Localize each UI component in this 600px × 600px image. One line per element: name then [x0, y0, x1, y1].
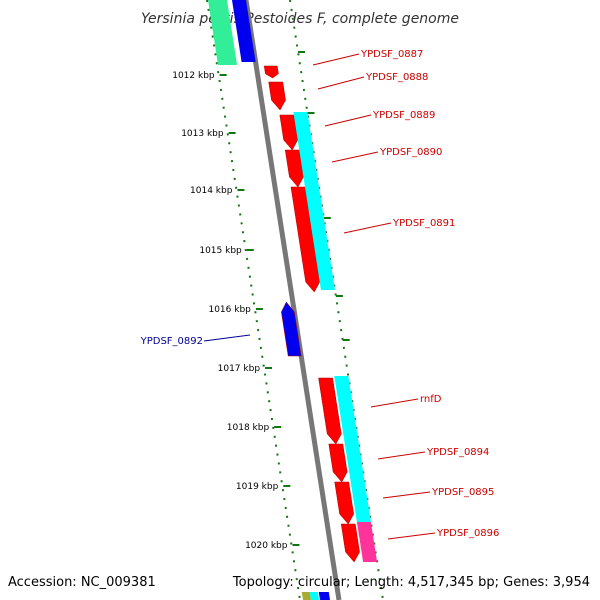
gene-leader-line — [203, 334, 251, 342]
gene-label: YPDSF_0890 — [379, 147, 442, 158]
ruler-guide-line — [206, 0, 301, 600]
cog-band-cyan — [334, 376, 371, 522]
ruler-tick-label: 1018 kbp — [227, 423, 270, 433]
gene-leader-line — [343, 222, 392, 234]
cds-forward-feature — [263, 65, 279, 79]
gene-leader-line — [312, 53, 360, 66]
topology-text: Topology: circular; Length: 4,517,345 bp… — [232, 575, 590, 590]
accession-text: Accession: NC_009381 — [8, 575, 156, 590]
cog-band-olive — [301, 592, 311, 600]
gene-label: YPDSF_0895 — [431, 487, 494, 498]
gene-labels: YPDSF_0887 YPDSF_0888 YPDSF_0889 YPDSF_0890… — [140, 49, 499, 540]
gene-label: YPDSF_0891 — [392, 218, 455, 229]
ruler-tick-label: 1017 kbp — [218, 364, 261, 374]
cds-forward-feature — [268, 81, 286, 111]
gene-label: YPDSF_0889 — [372, 110, 435, 121]
map-title: Yersinia pestis Pestoides F, complete ge… — [141, 11, 459, 27]
gene-leader-line — [382, 491, 431, 499]
ruler-tick-label: 1016 kbp — [208, 305, 251, 315]
cog-band-pink — [356, 522, 378, 562]
gene-leader-line — [324, 114, 372, 127]
cog-band-cyan — [293, 112, 335, 290]
cds-forward-feature — [318, 377, 342, 445]
cds-forward-feature — [328, 443, 348, 483]
gene-label: YPDSF_0892 — [140, 336, 203, 347]
gene-label: rnfD — [420, 394, 442, 405]
cds-forward-feature — [334, 481, 354, 525]
ruler-ticks: 1012 kbp 1013 kbp 1014 kbp 1015 kbp 1016 kbp… — [172, 51, 350, 551]
cds-forward-feature — [290, 186, 320, 293]
gene-label: YPDSF_0887 — [360, 49, 423, 60]
cds-reverse-feature — [318, 592, 330, 600]
cds-forward-feature — [340, 523, 360, 563]
gene-leader-line — [387, 532, 436, 540]
ruler-tick-label: 1020 kbp — [245, 541, 288, 551]
genome-backbone — [243, 0, 342, 600]
ruler-tick-label: 1014 kbp — [190, 186, 233, 196]
cog-band-green — [208, 0, 238, 65]
cds-forward-feature — [284, 149, 304, 188]
gene-label: YPDSF_0888 — [365, 72, 428, 83]
cds-reverse-feature — [232, 0, 256, 62]
ruler-tick-label: 1013 kbp — [181, 129, 224, 139]
gene-leader-line — [331, 151, 379, 163]
gene-leader-line — [370, 398, 419, 408]
ruler-tick-label: 1012 kbp — [172, 71, 215, 81]
ruler-tick-label: 1015 kbp — [199, 246, 242, 256]
gene-label: YPDSF_0894 — [426, 447, 489, 458]
gene-label: YPDSF_0896 — [436, 528, 499, 539]
cds-reverse-feature — [281, 301, 302, 357]
cds-forward-feature — [279, 114, 298, 151]
gene-leader-line — [377, 451, 426, 460]
cog-band-cyan — [309, 592, 319, 600]
gene-leader-line — [317, 76, 365, 90]
ruler-tick-label: 1019 kbp — [236, 482, 279, 492]
gene-features — [208, 0, 378, 600]
